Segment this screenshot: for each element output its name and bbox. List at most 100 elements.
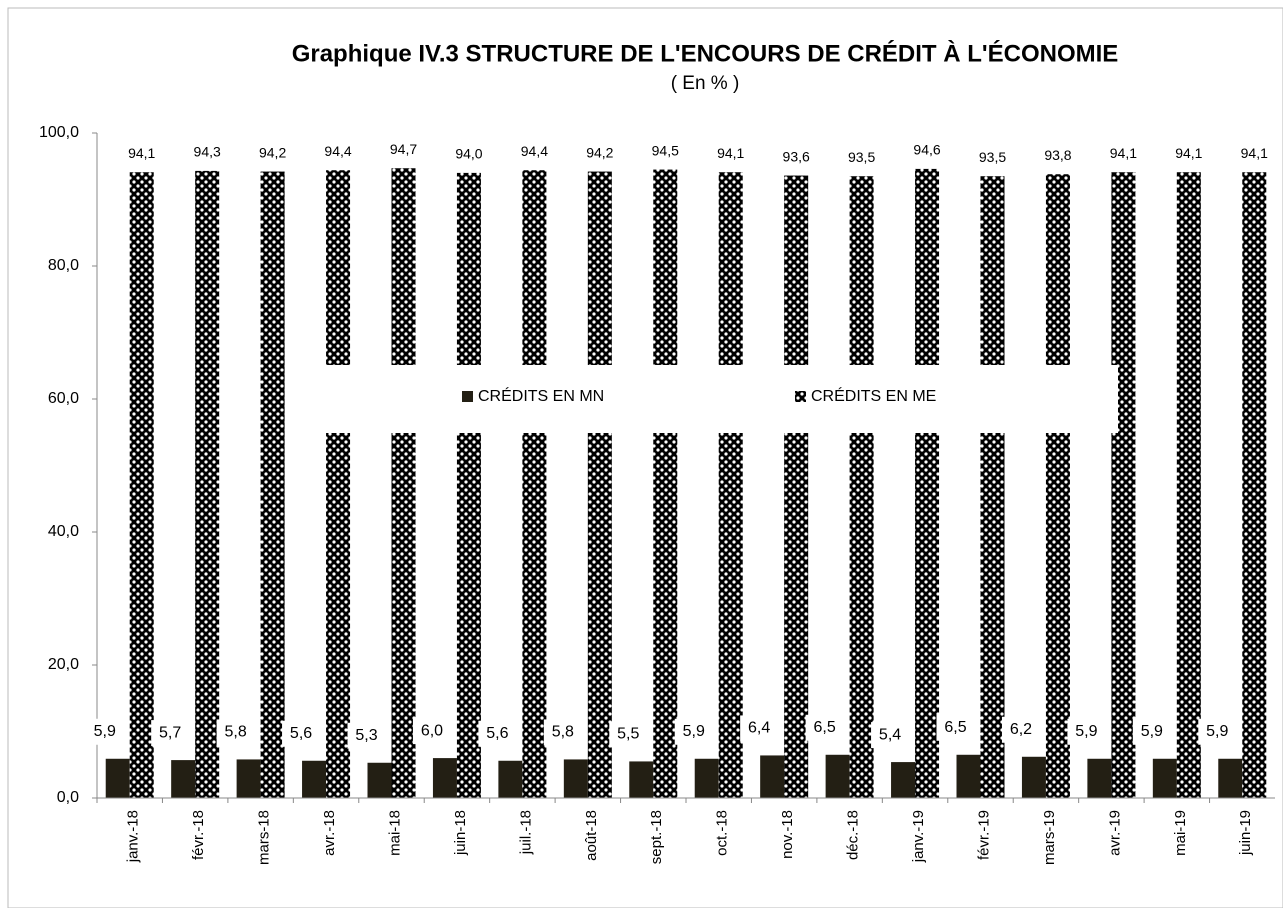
bar [1176, 172, 1201, 799]
value-label: 6,4 [748, 720, 770, 737]
chart-subtitle: ( En % ) [671, 73, 740, 94]
value-label-box [740, 715, 779, 742]
value-label-box [347, 722, 386, 749]
x-tick-label: févr.-18 [190, 810, 207, 860]
x-tick-label: oct.-18 [714, 810, 731, 856]
bar [302, 760, 327, 798]
y-tick-label: 80,0 [48, 257, 79, 274]
x-tick-label: août-18 [583, 810, 600, 861]
y-tick-label: 40,0 [48, 523, 79, 540]
value-label: 5,6 [290, 725, 312, 742]
value-label-box [871, 722, 910, 749]
value-label: 6,0 [421, 722, 443, 739]
x-tick-label: juil.-18 [517, 810, 534, 855]
bar [915, 168, 940, 798]
bar [522, 170, 547, 799]
legend-box [285, 365, 1118, 433]
value-label: 94,1 [1241, 145, 1268, 161]
x-tick-label: mars-19 [1041, 810, 1058, 865]
value-label-box [282, 720, 321, 747]
value-label: 93,5 [848, 149, 875, 165]
x-tick-label: déc.-18 [845, 810, 862, 860]
bar [260, 171, 285, 798]
value-label: 94,4 [324, 143, 351, 159]
value-label: 94,1 [1110, 145, 1137, 161]
value-label: 5,4 [879, 726, 901, 743]
value-label-box [1067, 718, 1106, 745]
x-tick-label: mars-18 [256, 810, 273, 865]
value-label-box [936, 714, 975, 741]
value-label: 94,0 [455, 146, 482, 162]
y-tick-label: 60,0 [48, 390, 79, 407]
bar [956, 754, 981, 798]
x-tick-label: janv.-19 [910, 810, 927, 863]
bar [367, 762, 392, 798]
x-tick-label: avr.-18 [321, 810, 338, 856]
bar [563, 759, 588, 798]
bar [236, 759, 261, 798]
chart-title: Graphique IV.3 STRUCTURE DE L'ENCOURS DE… [292, 39, 1119, 67]
value-label-box [85, 718, 124, 745]
value-label: 94,3 [194, 144, 221, 160]
bar [1021, 756, 1046, 798]
bar [498, 760, 523, 798]
legend-swatch [462, 391, 473, 402]
x-tick-label: juin-18 [452, 810, 469, 856]
value-label: 93,8 [1044, 147, 1071, 163]
y-tick-label: 100,0 [39, 124, 79, 141]
value-label: 5,9 [683, 723, 705, 740]
bar [891, 762, 916, 798]
bar [849, 176, 874, 799]
value-label-box [1132, 718, 1171, 745]
value-label-box [674, 718, 713, 745]
chart-border [7, 7, 1283, 908]
value-label-box [1198, 718, 1237, 745]
value-label: 5,9 [1075, 723, 1097, 740]
value-label: 94,1 [717, 145, 744, 161]
x-tick-label: mai-18 [386, 810, 403, 856]
value-label-box [609, 721, 648, 748]
bar [1242, 172, 1267, 799]
y-tick-label: 20,0 [48, 656, 79, 673]
bar [629, 761, 654, 798]
bar [195, 170, 220, 798]
bar [391, 168, 416, 798]
bar [171, 760, 196, 798]
value-label: 94,6 [913, 142, 940, 158]
value-label: 94,2 [259, 144, 286, 160]
value-label: 5,7 [159, 724, 181, 741]
value-label: 93,5 [979, 149, 1006, 165]
y-tick-label: 0,0 [57, 789, 79, 806]
x-tick-label: janv.-18 [125, 810, 142, 863]
bar [587, 171, 612, 798]
bar [1218, 758, 1243, 798]
bar [432, 758, 457, 798]
value-label-box [543, 719, 582, 746]
bar [825, 754, 850, 798]
value-label: 5,3 [355, 727, 377, 744]
x-tick-label: mai-19 [1172, 810, 1189, 856]
value-label: 5,8 [224, 724, 246, 741]
bar [653, 169, 678, 798]
bar [1087, 758, 1112, 798]
value-label: 5,9 [1141, 723, 1163, 740]
value-label: 5,9 [94, 723, 116, 740]
bar [105, 758, 130, 798]
bar [718, 172, 743, 799]
value-label: 94,1 [1175, 145, 1202, 161]
value-label: 5,5 [617, 726, 639, 743]
x-tick-label: nov.-18 [779, 810, 796, 859]
x-tick-label: avr.-19 [1106, 810, 1123, 856]
value-label: 94,4 [521, 143, 548, 159]
value-label-box [412, 718, 451, 745]
value-label-box [151, 720, 190, 747]
legend-label: CRÉDITS EN ME [811, 386, 936, 405]
value-label: 5,6 [486, 725, 508, 742]
value-label: 94,7 [390, 141, 417, 157]
value-label: 6,2 [1010, 721, 1032, 738]
bar [694, 758, 719, 798]
legend-swatch [795, 391, 806, 402]
bar [326, 170, 351, 799]
bar [456, 172, 481, 798]
value-label: 94,5 [652, 142, 679, 158]
